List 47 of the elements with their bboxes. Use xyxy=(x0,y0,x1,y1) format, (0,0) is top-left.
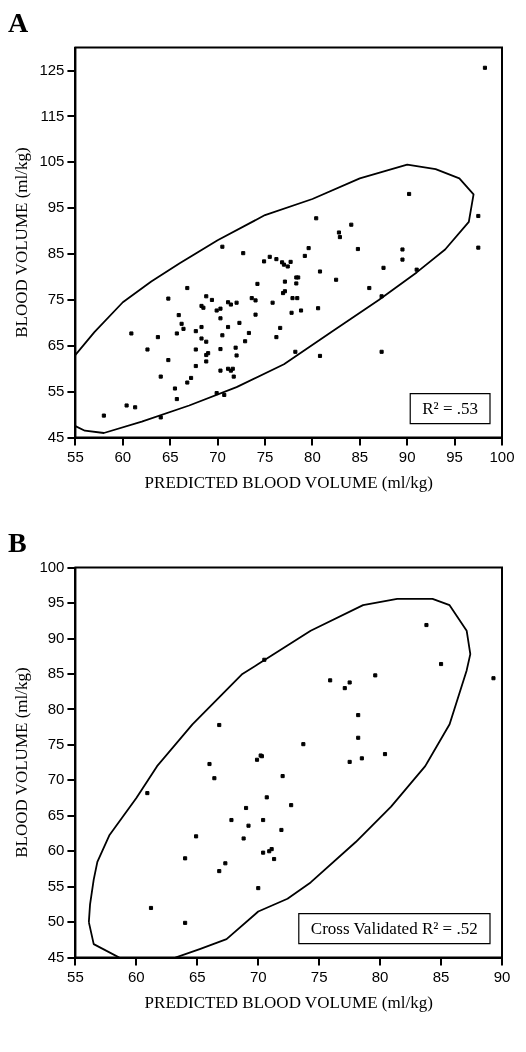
y-tick-label: 100 xyxy=(39,557,65,575)
y-tick-label: 90 xyxy=(47,628,65,646)
x-tick-label: 85 xyxy=(351,447,369,465)
annotation: Cross Validated R² = .52 xyxy=(310,919,478,939)
y-tick-label: 55 xyxy=(47,381,65,399)
y-tick-label: 80 xyxy=(47,699,65,717)
y-tick-label: 95 xyxy=(47,198,65,216)
x-tick-label: 60 xyxy=(114,447,132,465)
chart-title: A xyxy=(8,7,29,39)
y-tick-label: 65 xyxy=(47,335,65,353)
y-tick-label: 45 xyxy=(47,947,65,965)
x-tick-label: 100 xyxy=(489,447,515,465)
x-tick-label: 90 xyxy=(493,967,511,985)
y-tick-label: 70 xyxy=(47,770,65,788)
y-tick-label: 85 xyxy=(47,244,65,262)
x-axis-title: PREDICTED BLOOD VOLUME (ml/kg) xyxy=(144,473,433,493)
x-tick-label: 75 xyxy=(310,967,328,985)
y-tick-label: 50 xyxy=(47,912,65,930)
y-tick-label: 85 xyxy=(47,664,65,682)
x-tick-label: 95 xyxy=(446,447,463,465)
y-tick-label: 60 xyxy=(47,841,65,859)
x-tick-label: 55 xyxy=(67,447,84,465)
y-tick-label: 55 xyxy=(47,876,65,894)
chart-title: B xyxy=(8,527,27,559)
x-tick-label: 70 xyxy=(209,447,226,465)
annotation: R² = .53 xyxy=(422,399,479,419)
y-tick-label: 75 xyxy=(47,290,65,308)
y-tick-label: 75 xyxy=(47,735,65,753)
y-tick-label: 65 xyxy=(47,805,65,823)
x-tick-label: 55 xyxy=(67,967,84,985)
y-axis-title: BLOOD VOLUME (ml/kg) xyxy=(11,667,31,858)
y-tick-label: 105 xyxy=(39,152,65,170)
y-tick-label: 125 xyxy=(39,60,65,78)
x-tick-label: 90 xyxy=(398,447,416,465)
x-tick-label: 80 xyxy=(371,967,389,985)
y-tick-label: 115 xyxy=(40,106,65,124)
x-tick-label: 65 xyxy=(161,447,179,465)
y-axis-title: BLOOD VOLUME (ml/kg) xyxy=(11,147,31,338)
x-tick-label: 85 xyxy=(432,967,450,985)
x-tick-label: 75 xyxy=(256,447,274,465)
y-tick-label: 45 xyxy=(47,427,65,445)
x-tick-label: 60 xyxy=(128,967,145,985)
x-tick-label: 70 xyxy=(249,967,267,985)
y-tick-label: 95 xyxy=(47,593,65,611)
x-tick-label: 65 xyxy=(188,967,206,985)
x-tick-label: 80 xyxy=(304,447,321,465)
x-axis-title: PREDICTED BLOOD VOLUME (ml/kg) xyxy=(144,993,433,1013)
